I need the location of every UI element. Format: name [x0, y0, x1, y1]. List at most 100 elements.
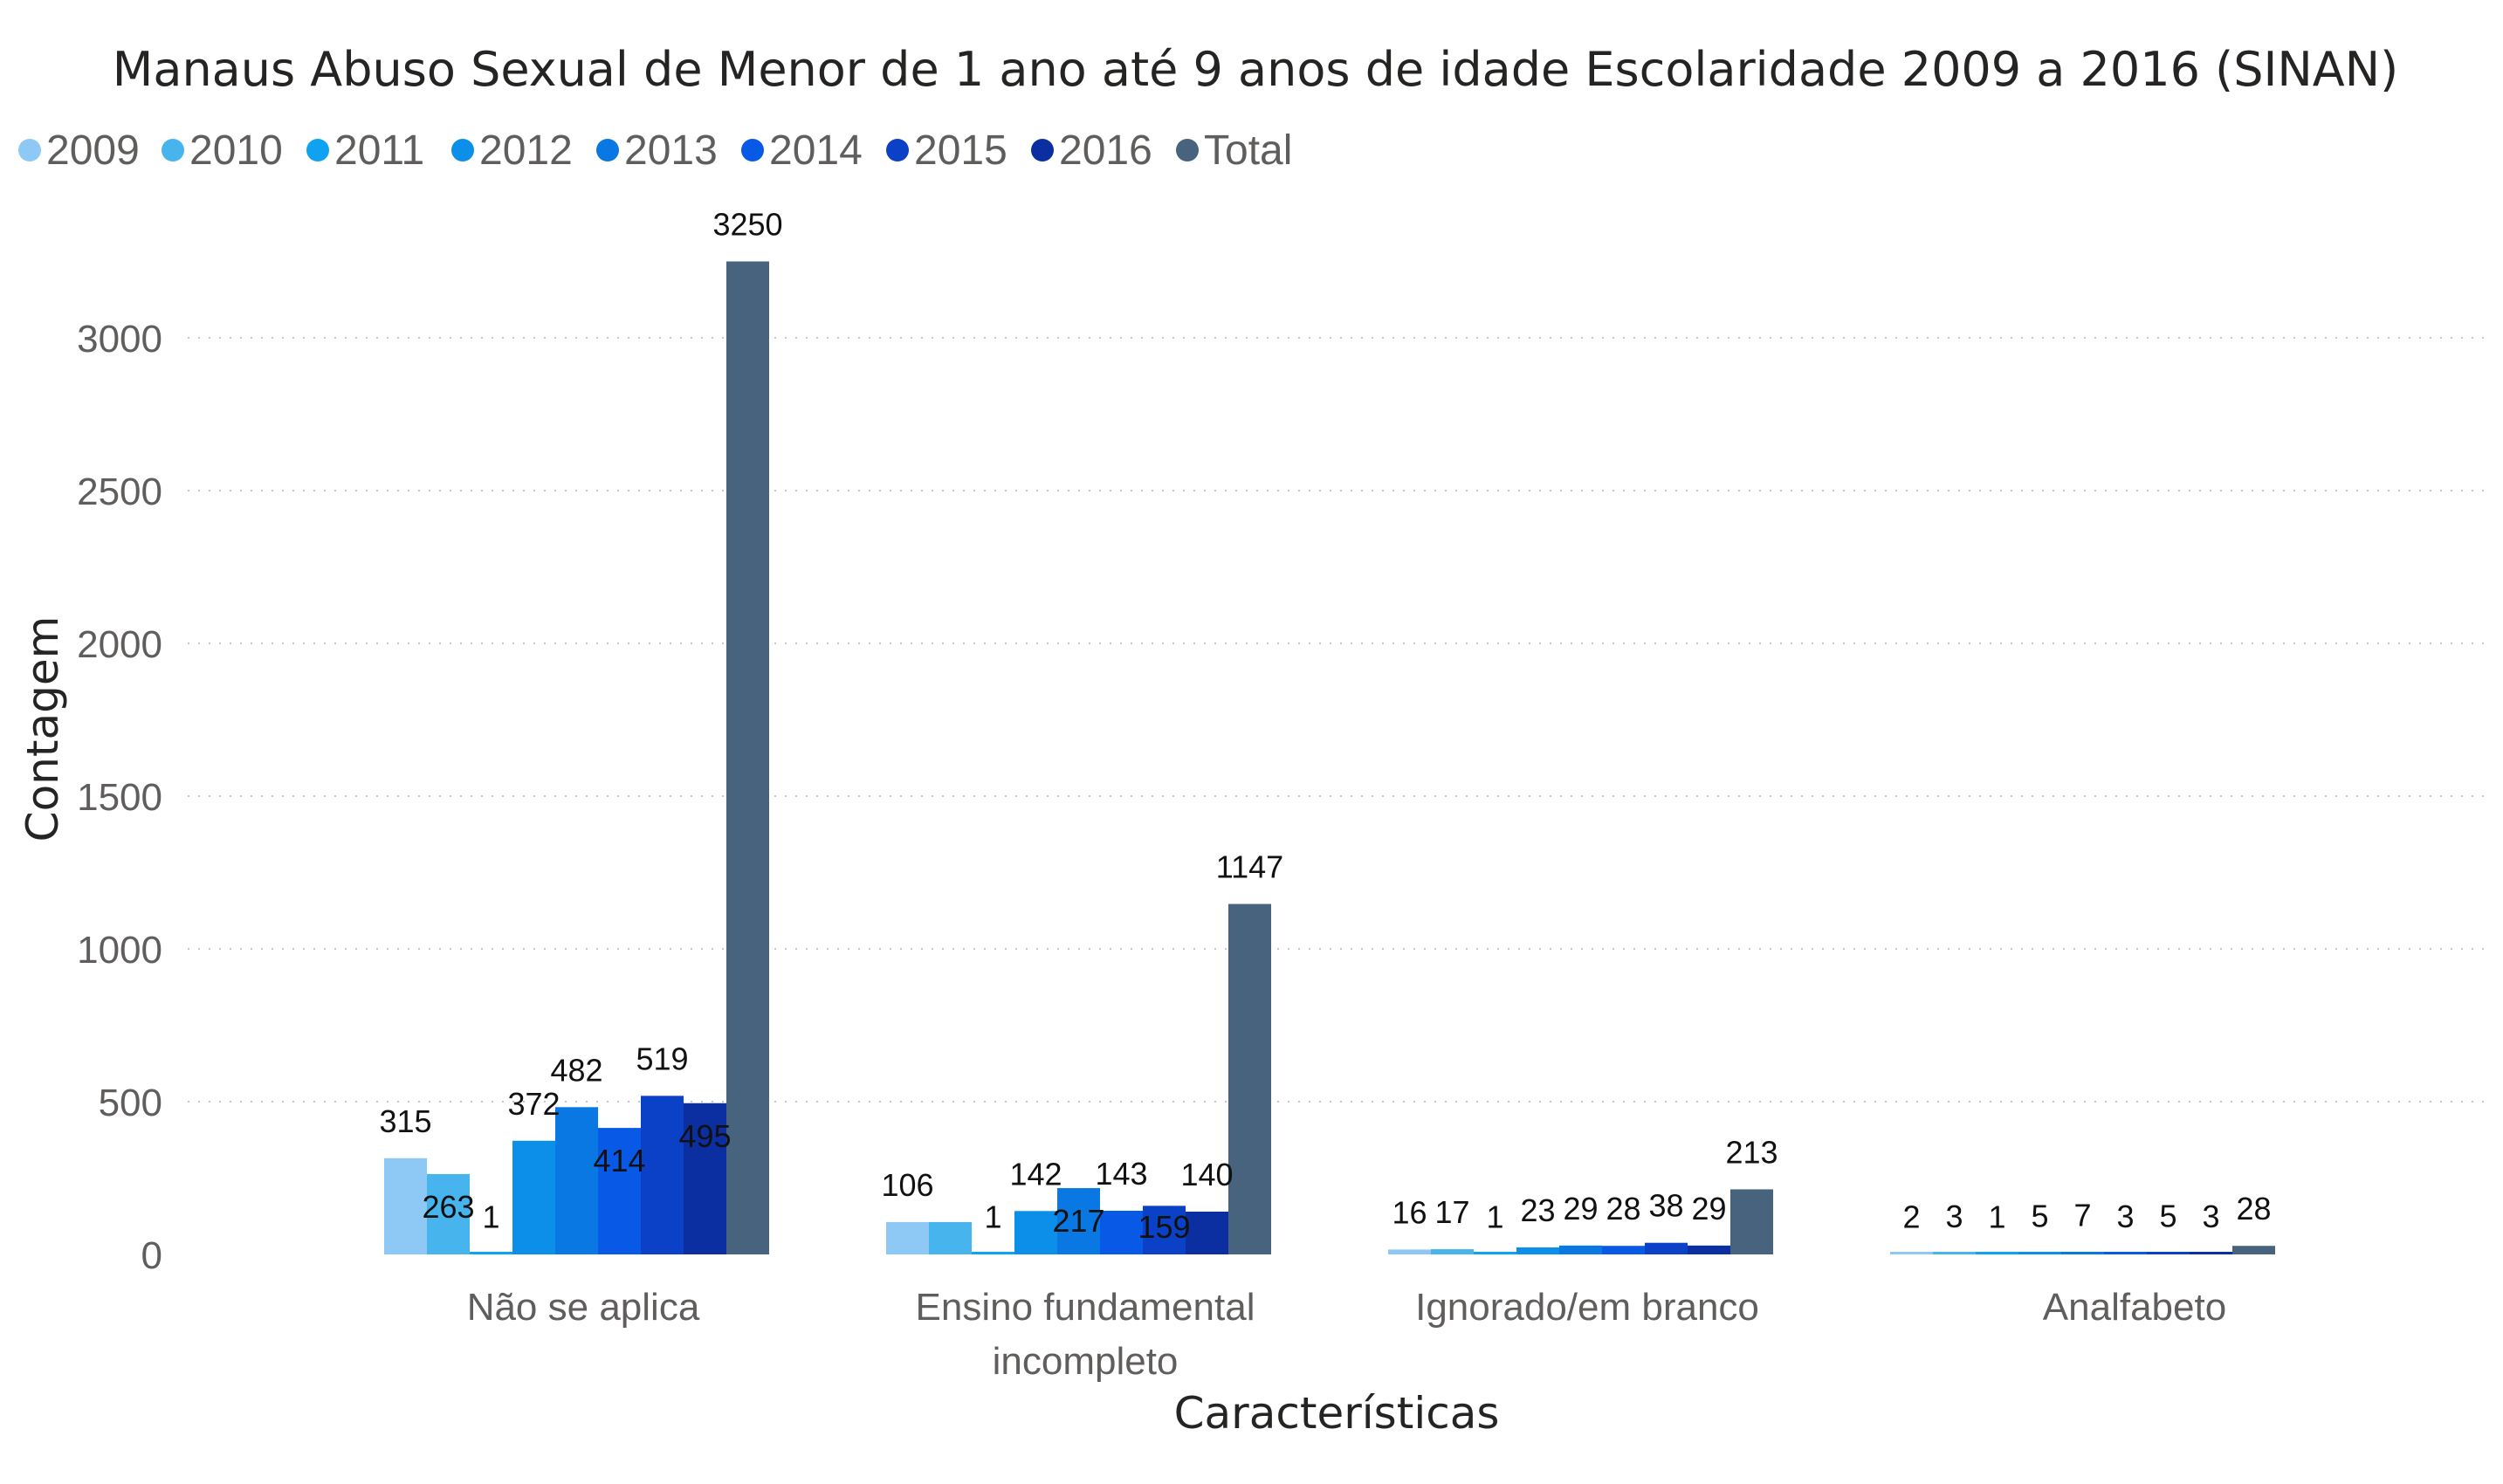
data-label: 106	[881, 1167, 933, 1203]
legend: 2009 2010 2011 2012 2013 2014 2015 2016 Total	[18, 127, 1292, 174]
bar-2016	[1186, 1212, 1228, 1254]
data-label: 38	[1648, 1188, 1683, 1224]
bar-2011	[470, 1252, 512, 1254]
category-label: incompleto	[993, 1340, 1179, 1383]
data-label: 1147	[1216, 849, 1283, 885]
data-label: 29	[1563, 1191, 1598, 1226]
legend-label: 2015	[914, 127, 1007, 174]
bars	[384, 261, 2275, 1254]
bar-2012	[1014, 1211, 1057, 1254]
data-label: 3	[2202, 1199, 2219, 1234]
data-label: 16	[1392, 1194, 1427, 1230]
y-axis-ticks: 0 500 1000 1500 2000 2500 3000	[77, 318, 162, 1277]
bar-2009	[1388, 1249, 1431, 1254]
y-tick-label: 2000	[77, 623, 162, 666]
data-label: 1	[984, 1199, 1001, 1235]
legend-item-2010[interactable]: 2010	[162, 127, 283, 174]
x-axis-categories: Não se aplica Ensino fundamental incomplet…	[467, 1286, 2227, 1383]
bar-2012	[1516, 1247, 1559, 1254]
legend-label: 2012	[479, 127, 573, 174]
y-tick-label: 3000	[77, 318, 162, 361]
chart-title: Manaus Abuso Sexual de Menor de 1 ano at…	[113, 42, 2398, 97]
legend-item-2012[interactable]: 2012	[451, 127, 573, 174]
bar-2010	[1933, 1252, 1976, 1254]
bar-2014	[598, 1128, 641, 1254]
legend-item-2014[interactable]: 2014	[741, 127, 863, 174]
bar-2015	[2147, 1252, 2190, 1254]
bar-2009	[384, 1158, 427, 1254]
data-label: 263	[422, 1189, 474, 1225]
data-label: 519	[636, 1041, 688, 1076]
legend-item-total[interactable]: Total	[1176, 127, 1292, 174]
data-label: 217	[1052, 1203, 1104, 1239]
legend-marker	[18, 139, 41, 161]
y-tick-label: 500	[99, 1082, 162, 1124]
category-label: Ignorado/em branco	[1415, 1286, 1759, 1329]
legend-marker	[1031, 139, 1054, 161]
bar-2012	[2018, 1252, 2061, 1254]
bar-2016	[2190, 1252, 2232, 1254]
data-label: 5	[2159, 1198, 2176, 1233]
legend-item-2015[interactable]: 2015	[886, 127, 1007, 174]
bar-2013	[2061, 1252, 2104, 1254]
legend-label: 2014	[769, 127, 863, 174]
bar-2013	[1559, 1245, 1602, 1254]
data-label: 140	[1180, 1157, 1233, 1192]
bar-total	[1228, 903, 1271, 1254]
bar-2015	[641, 1096, 684, 1254]
bar-2013	[1057, 1188, 1100, 1254]
bar-2014	[2104, 1252, 2147, 1254]
legend-marker	[596, 139, 619, 161]
data-label: 1	[482, 1199, 499, 1235]
y-tick-label: 1000	[77, 929, 162, 972]
data-label: 1	[1486, 1199, 1503, 1235]
data-label: 5	[2031, 1198, 2048, 1233]
legend-marker	[162, 139, 184, 161]
data-label: 2	[1902, 1199, 1920, 1234]
category-label: Ensino fundamental	[916, 1286, 1255, 1329]
data-label: 495	[678, 1118, 731, 1154]
data-label: 159	[1138, 1209, 1190, 1245]
data-label: 28	[2236, 1191, 2271, 1226]
data-label: 1	[1988, 1199, 2005, 1235]
category-label: Não se aplica	[467, 1286, 700, 1329]
y-tick-label: 2500	[77, 471, 162, 513]
bar-2012	[512, 1140, 555, 1254]
y-tick-label: 1500	[77, 776, 162, 819]
bar-2010	[1431, 1249, 1474, 1254]
data-label: 17	[1434, 1194, 1469, 1230]
category-label: Analfabeto	[2043, 1286, 2226, 1329]
legend-item-2011[interactable]: 2011	[306, 127, 424, 174]
legend-item-2009[interactable]: 2009	[18, 127, 140, 174]
legend-marker	[306, 139, 329, 161]
data-label: 142	[1009, 1156, 1062, 1192]
legend-item-2013[interactable]: 2013	[596, 127, 718, 174]
bar-2010	[929, 1221, 972, 1254]
bar-2009	[1890, 1252, 1933, 1254]
bar-2011	[972, 1252, 1014, 1254]
bar-2016	[1688, 1245, 1730, 1254]
data-label: 7	[2073, 1198, 2091, 1233]
data-label: 315	[379, 1103, 431, 1139]
legend-item-2016[interactable]: 2016	[1031, 127, 1152, 174]
bar-total	[726, 261, 769, 1254]
legend-marker	[451, 139, 474, 161]
y-axis-title: Contagem	[17, 616, 68, 842]
legend-marker	[886, 139, 909, 161]
legend-label: 2011	[334, 127, 424, 174]
bar-2014	[1602, 1246, 1645, 1254]
bar-2016	[684, 1103, 726, 1254]
bar-2015	[1645, 1242, 1688, 1254]
gridlines	[188, 337, 2488, 1103]
bar-total	[2232, 1246, 2275, 1254]
data-label: 23	[1520, 1192, 1555, 1228]
bar-2014	[1100, 1210, 1143, 1254]
legend-marker	[741, 139, 764, 161]
legend-label: 2010	[189, 127, 283, 174]
legend-marker	[1176, 139, 1199, 161]
data-label: 213	[1725, 1134, 1778, 1170]
legend-label: Total	[1204, 127, 1292, 174]
legend-label: 2016	[1059, 127, 1152, 174]
